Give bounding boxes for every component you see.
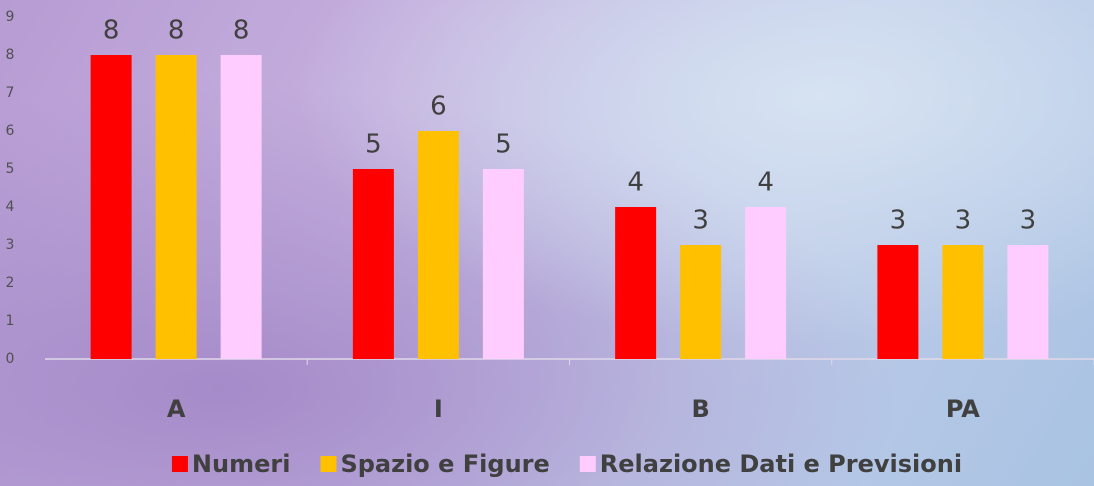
- y-tick-label: 5: [6, 161, 15, 177]
- bar: [482, 169, 524, 359]
- x-tick-label: A: [167, 395, 186, 423]
- x-tick-label: PA: [946, 395, 980, 423]
- value-label: 3: [890, 206, 907, 236]
- value-label: 6: [430, 92, 447, 122]
- bar: [745, 207, 787, 359]
- y-tick-label: 2: [6, 275, 15, 291]
- legend: Numeri Spazio e Figure Relazione Dati e Pr…: [171, 450, 962, 478]
- y-tick-label: 6: [6, 123, 15, 139]
- bar: [680, 245, 722, 359]
- y-tick-label: 9: [6, 9, 15, 25]
- legend-label: Spazio e Figure: [340, 450, 549, 478]
- x-tick-label: B: [691, 395, 709, 423]
- bar: [220, 55, 262, 359]
- y-tick-label: 0: [6, 351, 15, 367]
- value-label: 8: [233, 16, 250, 46]
- y-tick-label: 7: [6, 85, 15, 101]
- value-label: 3: [692, 206, 709, 236]
- bar: [942, 245, 984, 359]
- legend-swatch: [171, 456, 188, 472]
- bar: [155, 55, 197, 359]
- legend-label: Numeri: [192, 450, 291, 478]
- value-label: 3: [955, 206, 972, 236]
- legend-label: Relazione Dati e Previsioni: [600, 450, 962, 478]
- bar: [352, 169, 394, 359]
- y-tick-label: 4: [6, 199, 15, 215]
- legend-swatch: [320, 456, 337, 472]
- bar: [877, 245, 919, 359]
- bar: [90, 55, 132, 359]
- y-tick-label: 3: [6, 237, 15, 253]
- x-tick-label: I: [434, 395, 443, 423]
- value-label: 8: [168, 16, 185, 46]
- value-label: 4: [627, 168, 644, 198]
- bar: [615, 207, 657, 359]
- value-label: 5: [365, 130, 382, 160]
- y-tick-label: 1: [6, 313, 15, 329]
- legend-swatch: [579, 456, 596, 472]
- y-tick-label: 8: [6, 47, 15, 63]
- bar: [417, 131, 459, 359]
- value-label: 3: [1020, 206, 1037, 236]
- value-label: 8: [103, 16, 120, 46]
- value-label: 5: [495, 130, 512, 160]
- bar: [1007, 245, 1049, 359]
- value-label: 4: [757, 168, 774, 198]
